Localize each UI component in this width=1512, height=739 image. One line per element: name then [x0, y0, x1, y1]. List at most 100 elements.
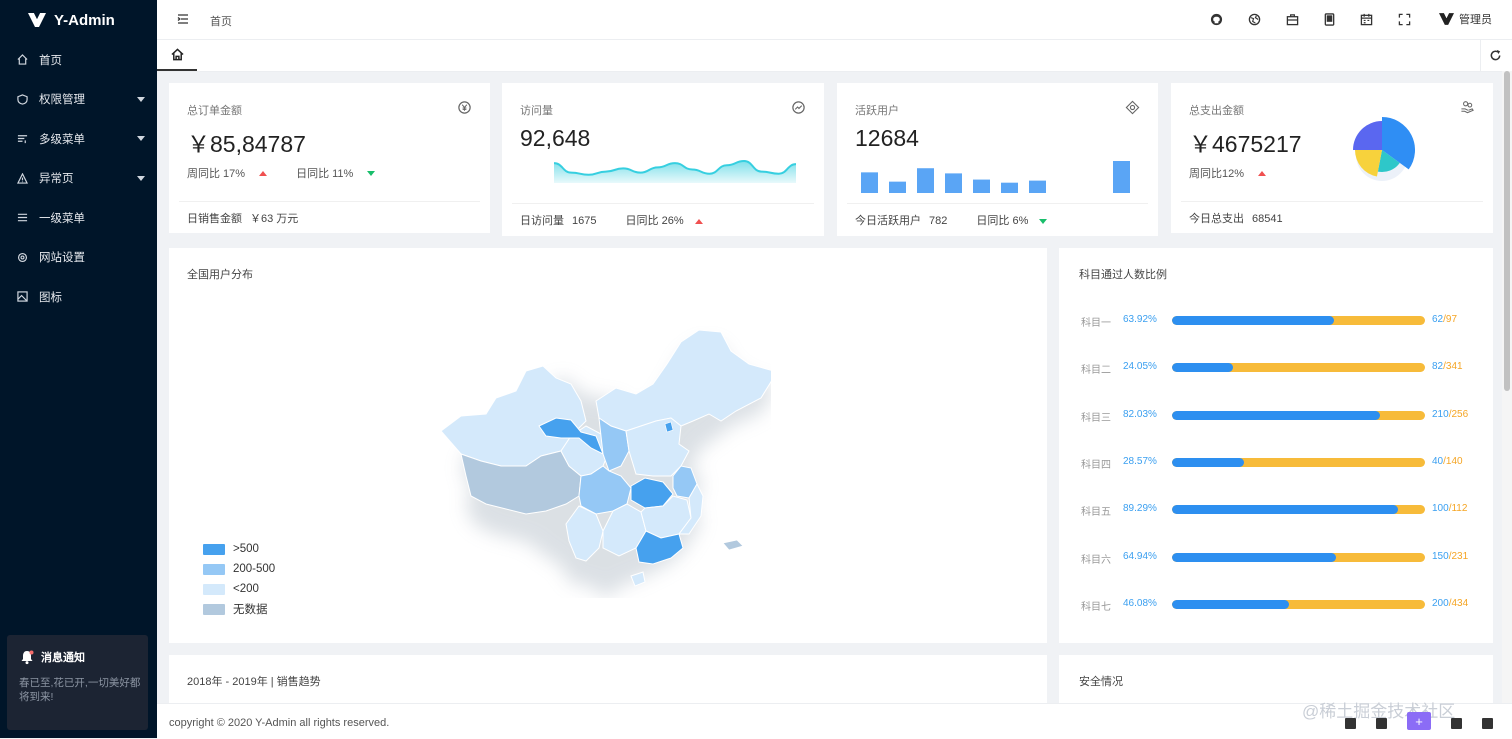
china-map[interactable] [431, 326, 771, 598]
breadcrumb[interactable]: 首页 [210, 16, 232, 28]
legend-item[interactable]: >500 [203, 539, 275, 559]
subject-passed: 200 [1432, 597, 1449, 609]
vertical-scrollbar[interactable] [1502, 71, 1512, 703]
sparkline-area [554, 161, 796, 183]
notice-title: 消息通知 [41, 652, 85, 664]
subject-progress-fill [1172, 410, 1380, 420]
week-compare: 周同比12% [1189, 168, 1245, 180]
trend-circle-icon [792, 101, 805, 114]
pie-slice [1382, 117, 1415, 170]
sparkline-line [554, 159, 796, 176]
refresh-icon[interactable] [1489, 49, 1502, 62]
stat-title: 总支出金额 [1189, 105, 1244, 117]
top-header: 首页 管理员 [157, 0, 1512, 40]
sidebar-item-level-one[interactable]: 一级菜单 [0, 198, 157, 238]
subject-name: 科目五 [1081, 507, 1111, 519]
subject-ratio-separator: / [1448, 597, 1452, 609]
music-icon[interactable] [1451, 718, 1462, 729]
sidebar-item-label: 首页 [39, 54, 62, 67]
subject-percent: 28.57% [1123, 455, 1157, 467]
subject-percent: 89.29% [1123, 503, 1157, 515]
stat-compare-row: 周同比 17% 日同比 11% [187, 165, 376, 181]
footer-label: 今日活跃用户 [855, 215, 921, 227]
sidebar-item-label: 图标 [39, 291, 62, 304]
currency-circle-icon [458, 101, 471, 114]
stat-card-expenses: 总支出金额 ￥4675217 周同比12% 今日总支出 68541 [1171, 83, 1493, 233]
card-footer: 日访问量 1675 日同比 26% [520, 212, 703, 228]
subject-progress-bar [1172, 457, 1425, 467]
subject-progress-fill [1172, 599, 1289, 609]
subject-ratio: 82/341 [1432, 361, 1463, 372]
subject-progress-fill [1172, 505, 1398, 515]
sidebar-item-multilevel[interactable]: 多级菜单 [0, 119, 157, 159]
sidebar-item-label: 异常页 [39, 173, 74, 186]
sidebar-item-exception[interactable]: 异常页 [0, 159, 157, 199]
folder-icon[interactable] [1345, 718, 1356, 729]
tablet-icon[interactable] [1322, 12, 1336, 26]
subject-passed: 62 [1432, 314, 1444, 325]
pie-slice [1355, 150, 1382, 177]
footer-label: 日访问量 [520, 215, 564, 227]
subject-ratio-separator: / [1443, 314, 1446, 325]
subjects-panel: 科目通过人数比例 科目一 63.92% 62/97 科目二 24.05% 82/341 科目… [1059, 248, 1493, 643]
stat-card-active-users: 活跃用户 12684 今日活跃用户 782 日同比 6% [837, 83, 1158, 236]
subject-progress-fill [1172, 457, 1245, 467]
sidebar-item-permission[interactable]: 权限管理 [0, 80, 157, 120]
sales-trend-panel: 2018年 - 2019年 | 销售趋势 [169, 655, 1047, 703]
fullscreen-icon[interactable] [1397, 12, 1411, 26]
github-icon[interactable] [1209, 12, 1223, 26]
trend-down-icon [367, 170, 376, 176]
caret-down-icon [137, 96, 145, 102]
subject-progress-bar [1172, 316, 1425, 325]
subject-total: 112 [1451, 503, 1468, 515]
menu-fold-icon[interactable] [177, 13, 189, 25]
sidebar-item-icons[interactable]: 图标 [0, 277, 157, 317]
card-footer: 今日总支出 68541 [1189, 210, 1283, 226]
app-logo[interactable]: Y-Admin [0, 0, 157, 40]
map-panel: 全国用户分布 [169, 248, 1047, 643]
subject-progress-fill [1172, 316, 1334, 325]
user-menu[interactable]: 管理员 [1439, 11, 1492, 27]
day-compare: 日同比 11% [296, 168, 354, 180]
subject-passed: 150 [1432, 550, 1449, 562]
trend-up-icon [1258, 170, 1267, 176]
subject-name: 科目七 [1081, 601, 1111, 613]
subject-ratio: 100/112 [1432, 503, 1467, 514]
trend-up-icon [259, 170, 268, 176]
y-logo-icon [28, 13, 46, 27]
tab-home[interactable] [157, 40, 197, 71]
add-icon[interactable]: + [1407, 712, 1431, 730]
subject-total: 97 [1445, 314, 1458, 325]
globe-icon[interactable] [1247, 12, 1261, 26]
image-icon [16, 291, 28, 303]
sidebar-item-home[interactable]: 首页 [0, 40, 157, 80]
legend-swatch [203, 543, 225, 555]
home-icon [170, 48, 184, 61]
subject-ratio-separator: / [1448, 550, 1452, 562]
subject-passed: 82 [1432, 361, 1444, 373]
subject-progress-bar [1172, 410, 1425, 420]
app-title: Y-Admin [54, 11, 115, 29]
footer-value: 782 [929, 215, 948, 227]
tabs-divider [1480, 40, 1481, 71]
subject-row: 科目四 28.57% 40/140 [1059, 452, 1492, 472]
subject-name: 科目四 [1081, 459, 1111, 471]
footer-label: 日销售金额 [187, 213, 242, 225]
legend-item[interactable]: 无数据 [203, 599, 275, 619]
sidebar-item-site-settings[interactable]: 网站设置 [0, 238, 157, 278]
briefcase-icon[interactable] [1285, 12, 1299, 26]
card-divider [847, 203, 1148, 204]
subject-passed: 100 [1432, 503, 1449, 515]
legend-item[interactable]: <200 [203, 579, 275, 599]
file-icon[interactable] [1376, 718, 1387, 729]
legend-item[interactable]: 200-500 [203, 559, 275, 579]
stat-value: 92,648 [520, 125, 591, 151]
user-file-icon[interactable] [1482, 718, 1493, 729]
panel-title: 2018年 - 2019年 | 销售趋势 [187, 676, 321, 688]
scrollbar-thumb[interactable] [1504, 71, 1510, 391]
subject-name: 科目六 [1081, 554, 1111, 566]
sidebar: Y-Admin 首页 权限管理 多级菜单 异常页 一级菜单 [0, 0, 157, 738]
footer-value: 1675 [572, 215, 597, 227]
trend-down-icon [1039, 219, 1048, 224]
calendar-icon[interactable] [1359, 12, 1373, 26]
